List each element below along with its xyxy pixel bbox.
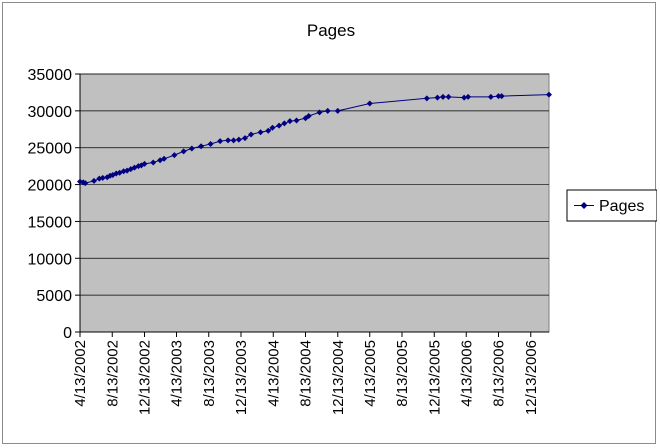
x-tick-label: 12/13/2003 [233,340,250,415]
data-point [217,138,224,145]
y-tick-label: 30000 [28,104,73,121]
data-point [305,113,312,120]
x-axis: 4/13/2002 8/13/2002 12/13/2002 4/13/2003 8/1… [72,331,549,415]
data-point [286,118,293,125]
plot-area [79,73,550,333]
series-pages [77,91,552,187]
data-point [180,148,187,155]
x-tick-label: 12/13/2004 [330,340,347,415]
x-tick-label: 12/13/2005 [426,340,443,415]
data-point [82,180,89,187]
x-tick-label: 8/13/2006 [491,340,508,407]
y-tick-label: 20000 [28,178,73,195]
x-tick-label: 4/13/2004 [265,340,282,407]
legend-label: Pages [599,198,644,215]
x-tick-label: 4/13/2005 [362,340,379,407]
data-point [99,174,106,181]
data-point [324,107,331,114]
data-point [198,143,205,150]
data-point [91,177,98,184]
chart-title: Pages [307,21,355,40]
data-point [225,137,232,144]
legend: Pages [566,189,657,222]
y-axis: 0 5000 10000 15000 20000 25000 30000 35000 [28,67,81,342]
data-point [293,117,300,124]
data-point [230,137,237,144]
data-point [171,152,178,159]
data-point [257,129,264,136]
line-chart: Pages 0 5000 10000 15000 20000 25000 30000 3500… [28,21,657,415]
data-point [546,91,552,98]
x-tick-label: 12/13/2006 [523,340,540,415]
data-point [366,100,373,107]
legend-marker [580,202,588,209]
data-point [316,109,323,116]
y-tick-label: 5000 [36,288,72,305]
data-point [188,145,195,152]
y-tick-label: 10000 [28,251,73,268]
x-tick-label: 12/13/2002 [137,340,154,415]
data-point [248,131,255,138]
chart-frame: Pages 0 5000 10000 15000 20000 25000 30000 3500… [2,2,657,444]
data-point [423,95,430,102]
data-point [439,93,446,100]
x-tick-label: 4/13/2006 [458,340,475,407]
y-tick-label: 15000 [28,214,73,231]
y-tick-label: 35000 [28,67,73,84]
data-point [161,155,168,162]
data-point [269,124,276,131]
y-tick-label: 25000 [28,141,73,158]
x-tick-label: 4/13/2002 [72,340,89,407]
data-point [241,135,248,142]
x-tick-label: 8/13/2003 [201,340,218,407]
data-point [334,107,341,114]
data-point [235,136,242,143]
gridlines [80,73,549,296]
data-point [461,94,468,101]
x-tick-label: 4/13/2003 [168,340,185,407]
data-point [276,122,283,129]
data-point [495,93,502,100]
data-point [445,93,452,100]
x-tick-label: 8/13/2004 [298,340,315,407]
x-tick-label: 8/13/2005 [394,340,411,407]
data-point [487,93,494,100]
data-point [281,120,288,127]
x-tick-label: 8/13/2002 [104,340,121,407]
data-point [141,160,148,167]
data-point [498,93,505,100]
y-tick-label: 0 [63,325,72,342]
data-point [434,94,441,101]
data-point [150,159,157,166]
data-point [207,141,214,148]
data-point [465,93,472,100]
